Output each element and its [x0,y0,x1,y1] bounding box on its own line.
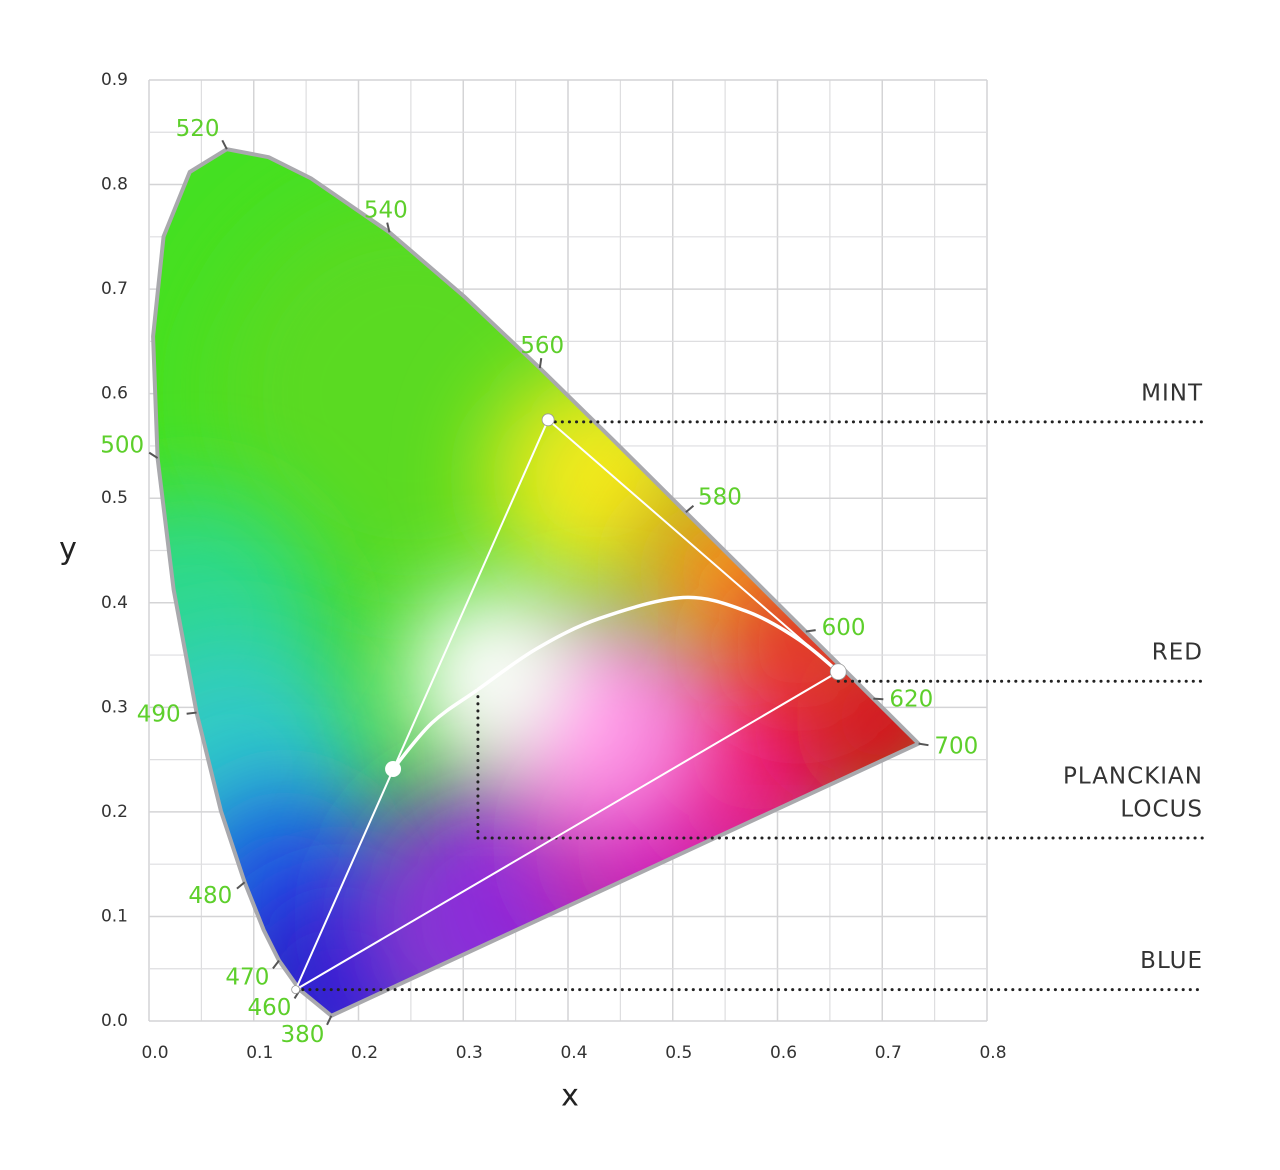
wavelength-tick [918,742,929,747]
spectral-locus [151,147,921,1018]
wavelength-label: 470 [225,965,269,991]
gamut-vertex [829,663,847,681]
x-axis-label: x [561,1079,579,1114]
wavelength-label: 560 [520,333,564,359]
gamut-vertex [541,413,555,427]
x-tick-label: 0.0 [141,1043,168,1063]
wavelength-label: 540 [364,197,408,223]
gamut-triangle [293,418,840,993]
marks [148,139,1205,1026]
callout-label: BLUE [1140,948,1203,974]
wavelength-tick [326,1015,333,1026]
wavelength-label: 700 [934,734,978,760]
wavelength-label: 490 [137,702,181,728]
wavelength-tick [236,881,246,890]
wavelength-tick [805,629,816,633]
wavelength-label: 580 [698,484,742,510]
y-tick-label: 0.4 [101,593,128,613]
x-tick-label: 0.4 [560,1043,587,1063]
wavelength-label: 380 [281,1022,325,1048]
x-tick-label: 0.6 [770,1043,797,1063]
y-tick-label: 0.9 [101,70,128,90]
y-tick-label: 0.8 [101,175,128,195]
callout-label: MINT [1141,380,1203,406]
x-tick-label: 0.3 [456,1043,483,1063]
wavelength-label: 480 [188,883,232,909]
y-axis-label: y [59,532,77,567]
wavelength-label: 500 [100,433,144,459]
wavelength-tick [873,697,884,701]
gamut-vertex [291,985,301,995]
x-tick-label: 0.1 [246,1043,273,1063]
callout-label: PLANCKIAN [1063,764,1203,790]
y-tick-label: 0.0 [101,1011,128,1031]
x-tick-label: 0.7 [875,1043,902,1063]
y-tick-label: 0.1 [101,906,128,926]
wavelength-label: 600 [822,615,866,641]
wavelength-tick [538,358,543,369]
wavelength-tick [386,222,391,233]
wavelength-tick [221,139,228,150]
planckian-locus [391,595,840,771]
y-tick-label: 0.6 [101,384,128,404]
y-tick-label: 0.2 [101,802,128,822]
wavelength-label: 620 [889,686,933,712]
callout-label: LOCUS [1120,797,1203,823]
y-tick-label: 0.3 [101,697,128,717]
white-point [385,761,402,778]
y-tick-label: 0.7 [101,279,128,299]
x-tick-label: 0.8 [979,1043,1006,1063]
wavelength-tick [186,711,197,715]
wavelength-tick [685,504,695,513]
callout-label: RED [1152,640,1203,666]
x-tick-label: 0.2 [351,1043,378,1063]
y-tick-label: 0.5 [101,488,128,508]
x-tick-label: 0.5 [665,1043,692,1063]
wavelength-label: 520 [176,116,220,142]
wavelength-label: 460 [247,995,291,1021]
wavelength-tick [148,451,159,459]
wavelength-tick [272,959,280,970]
